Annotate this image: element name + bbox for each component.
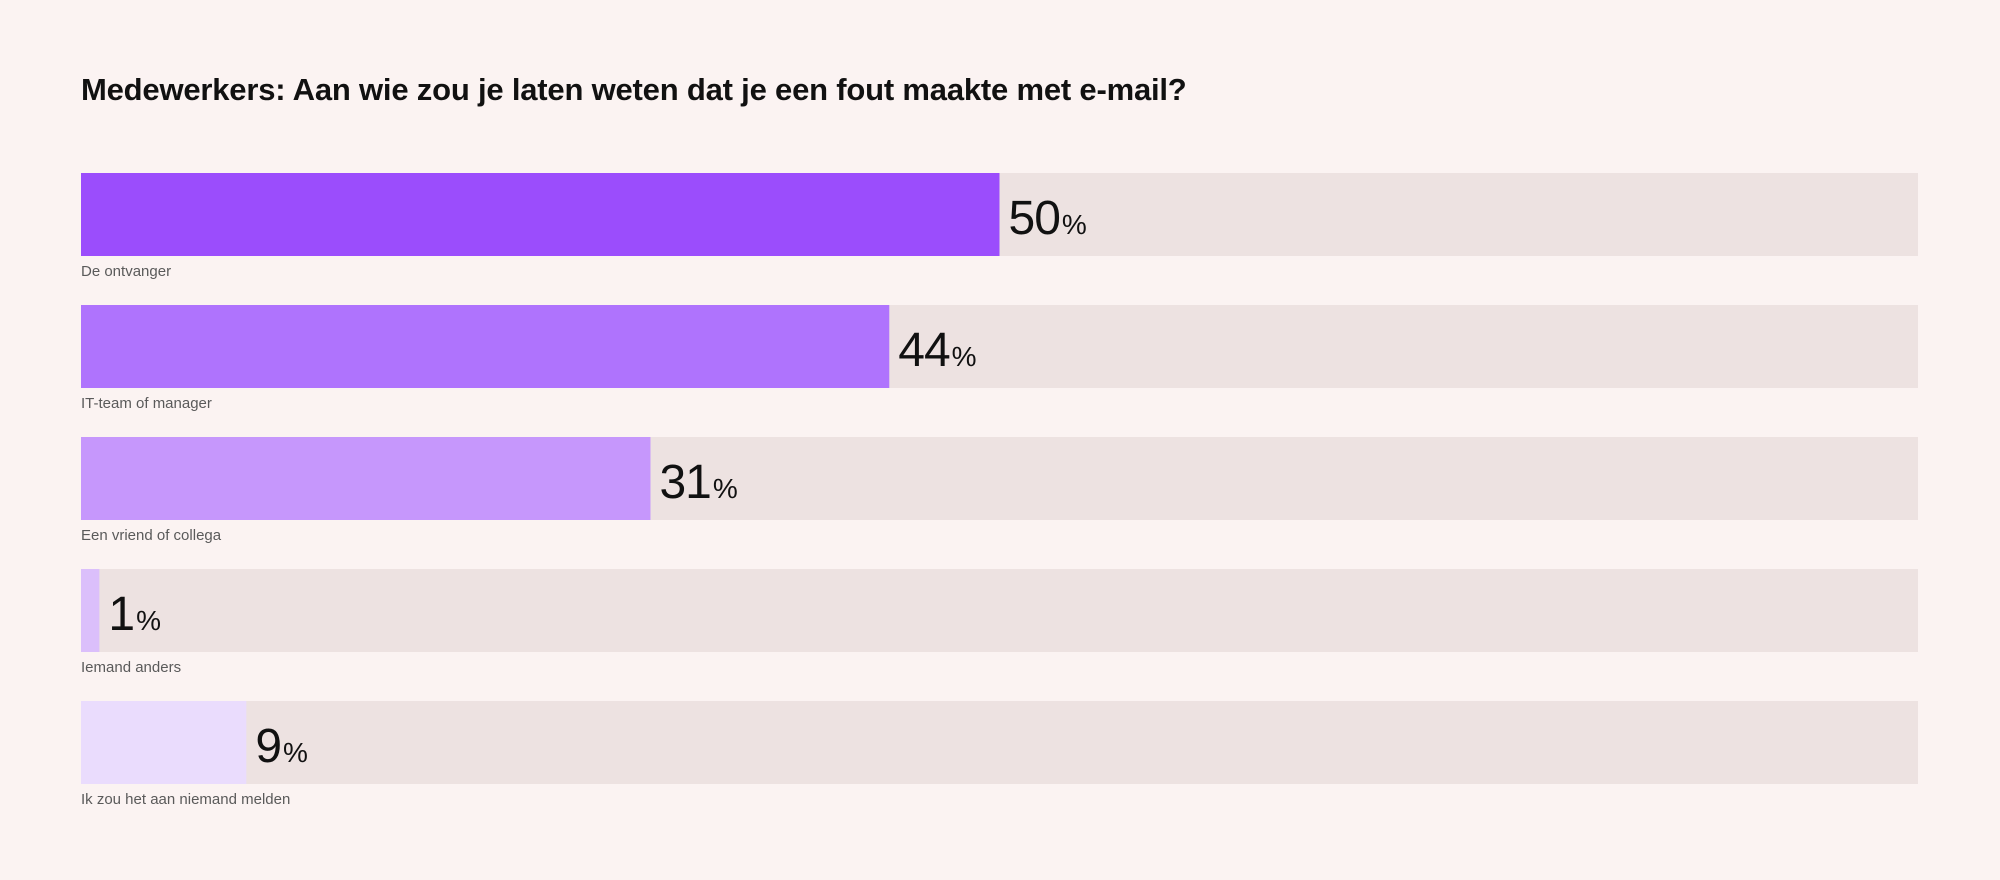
data-label: 44%: [898, 324, 976, 377]
data-label-value: 50: [1009, 192, 1060, 245]
category-label: Ik zou het aan niemand melden: [81, 791, 290, 808]
bar-row: 31% Een vriend of collega: [81, 437, 1918, 544]
bar: [81, 701, 247, 784]
data-label: 31%: [659, 456, 737, 509]
category-label: IT-team of manager: [81, 395, 212, 412]
chart-title: Medewerkers: Aan wie zou je laten weten …: [81, 72, 1187, 107]
data-label: 50%: [1009, 192, 1087, 245]
bar-row: 50% De ontvanger: [81, 173, 1918, 280]
category-label: Een vriend of collega: [81, 527, 222, 544]
bar-track: [81, 701, 1918, 784]
data-label: 9%: [255, 720, 308, 773]
data-label-value: 44: [898, 324, 950, 377]
data-label-unit: %: [952, 341, 977, 372]
bar: [81, 173, 1000, 256]
data-label-unit: %: [1062, 209, 1087, 240]
data-label-value: 31: [659, 456, 710, 509]
data-label-unit: %: [713, 473, 738, 504]
data-label: 1%: [108, 588, 161, 641]
bar-track: [81, 569, 1918, 652]
bar-row: 44% IT-team of manager: [81, 305, 1918, 412]
bar-row: 1% Iemand anders: [81, 569, 1918, 676]
category-label: De ontvanger: [81, 263, 171, 280]
data-label-value: 1: [108, 588, 134, 641]
category-label: Iemand anders: [81, 659, 181, 676]
bar: [81, 305, 890, 388]
data-label-unit: %: [283, 737, 308, 768]
data-label-value: 9: [255, 720, 281, 773]
bar: [81, 569, 100, 652]
data-label-unit: %: [136, 605, 161, 636]
bar: [81, 437, 651, 520]
bar-row: 9% Ik zou het aan niemand melden: [81, 701, 1918, 808]
